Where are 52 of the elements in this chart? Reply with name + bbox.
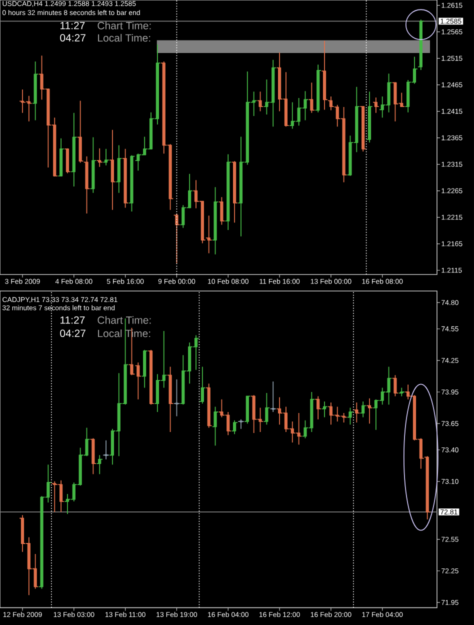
candlestick	[26, 95, 32, 122]
annotation: 11:27	[60, 316, 85, 324]
candlestick	[96, 148, 103, 168]
candlestick	[353, 402, 360, 423]
candlestick	[314, 396, 322, 420]
candlestick	[19, 89, 26, 114]
candlestick	[212, 406, 219, 446]
annotation: 04:27	[60, 330, 86, 338]
annotation: Chart Time:	[98, 22, 151, 30]
candlestick	[212, 186, 219, 255]
candlestick	[321, 40, 328, 110]
candlestick	[238, 418, 244, 430]
annotation: 11:27	[60, 22, 85, 30]
candlestick	[116, 144, 122, 194]
candlestick	[206, 215, 212, 254]
candlestick	[366, 91, 373, 143]
candlestick	[90, 136, 97, 194]
candlestick	[263, 392, 270, 426]
candlestick	[360, 401, 366, 418]
annotation: 04:27	[60, 34, 86, 42]
candlestick	[346, 407, 354, 426]
candlestick	[256, 91, 264, 112]
candlestick	[122, 148, 129, 208]
candlestick	[218, 196, 226, 226]
candlestick	[83, 156, 90, 214]
candlestick	[76, 100, 84, 164]
annotation: Chart Time:	[98, 316, 151, 324]
candlestick	[32, 61, 39, 121]
candlestick	[231, 420, 238, 435]
candlestick	[270, 381, 276, 412]
candlestick	[321, 401, 328, 418]
candlestick	[392, 374, 399, 397]
candlestick	[166, 366, 174, 432]
candlestick	[231, 160, 238, 224]
candlestick	[134, 362, 142, 400]
candlestick	[372, 97, 380, 114]
candlestick	[398, 387, 405, 397]
annotation: Local Time:	[98, 34, 150, 42]
candlestick	[128, 154, 136, 212]
candlestick	[199, 366, 206, 404]
candlestick	[308, 82, 316, 114]
candlestick	[58, 138, 64, 177]
candlestick	[96, 454, 103, 475]
candlestick	[102, 148, 110, 166]
candlestick	[70, 112, 78, 187]
candlestick	[366, 398, 373, 424]
candlestick	[173, 378, 180, 417]
candlestick	[109, 129, 116, 210]
candlestick	[102, 440, 110, 460]
candlestick	[141, 349, 148, 388]
candlestick	[90, 438, 97, 475]
candlestick	[224, 154, 232, 230]
